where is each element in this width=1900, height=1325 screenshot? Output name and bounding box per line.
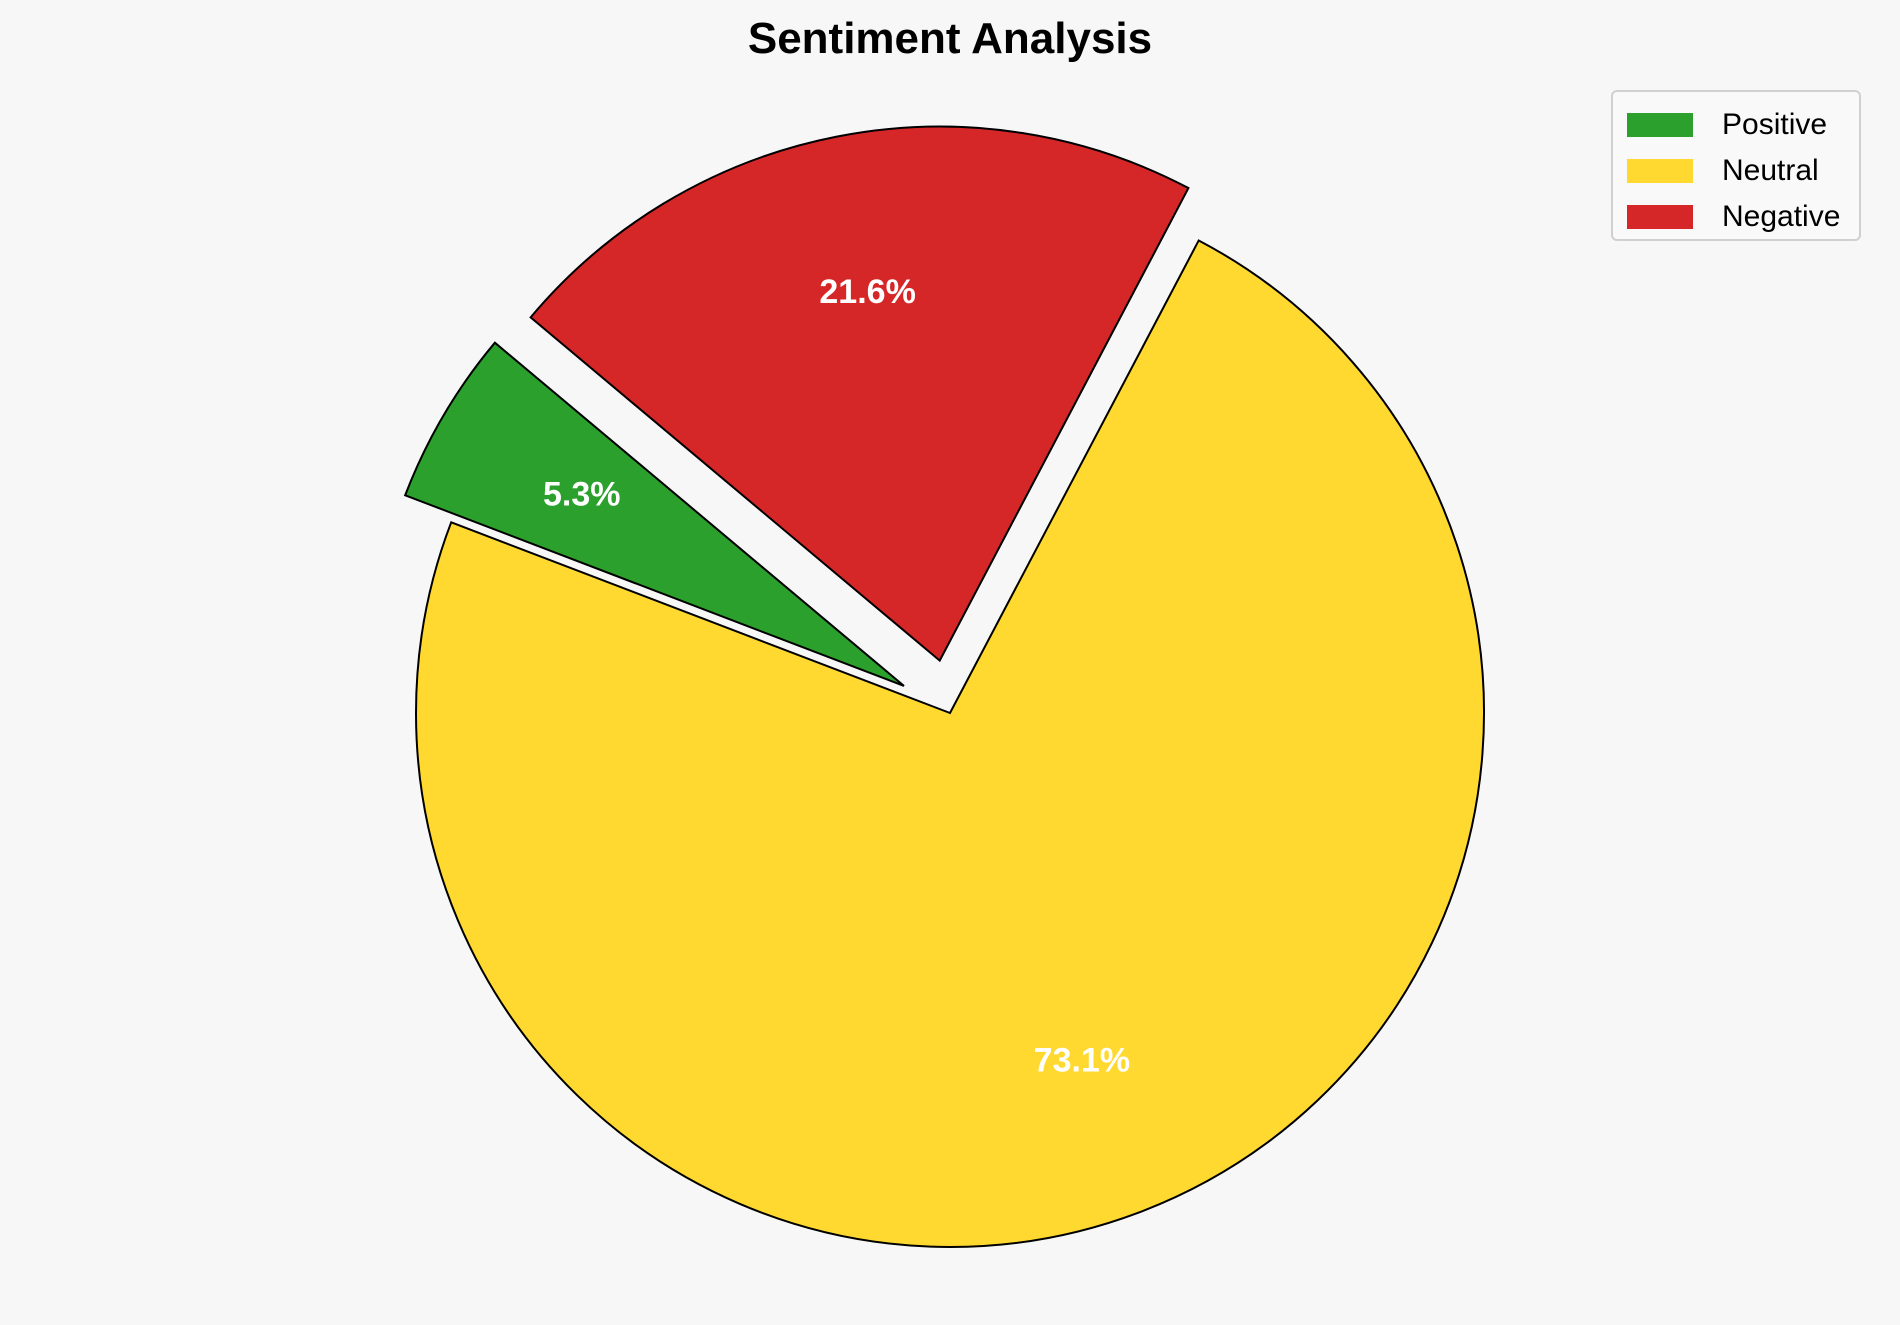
legend-label: Negative [1722,200,1841,233]
chart-title: Sentiment Analysis [747,14,1153,63]
legend: Positive Neutral Negative [1611,90,1861,241]
legend-swatch [1627,159,1693,183]
legend-swatch [1627,113,1693,137]
pie-slice-positive [403,341,905,687]
pct-label-positive: 5.3% [543,475,621,513]
pct-label-negative: 21.6% [819,273,915,311]
legend-item-negative: Negative [1613,194,1859,240]
legend-label: Positive [1722,108,1828,141]
pie-slice-negative [529,125,1190,663]
legend-item-positive: Positive [1613,102,1859,148]
legend-item-neutral: Neutral [1613,148,1859,194]
legend-label: Neutral [1722,154,1819,187]
legend-swatch [1627,205,1693,229]
pie-slice-neutral [415,239,1485,1248]
pct-label-neutral: 73.1% [1034,1042,1130,1080]
